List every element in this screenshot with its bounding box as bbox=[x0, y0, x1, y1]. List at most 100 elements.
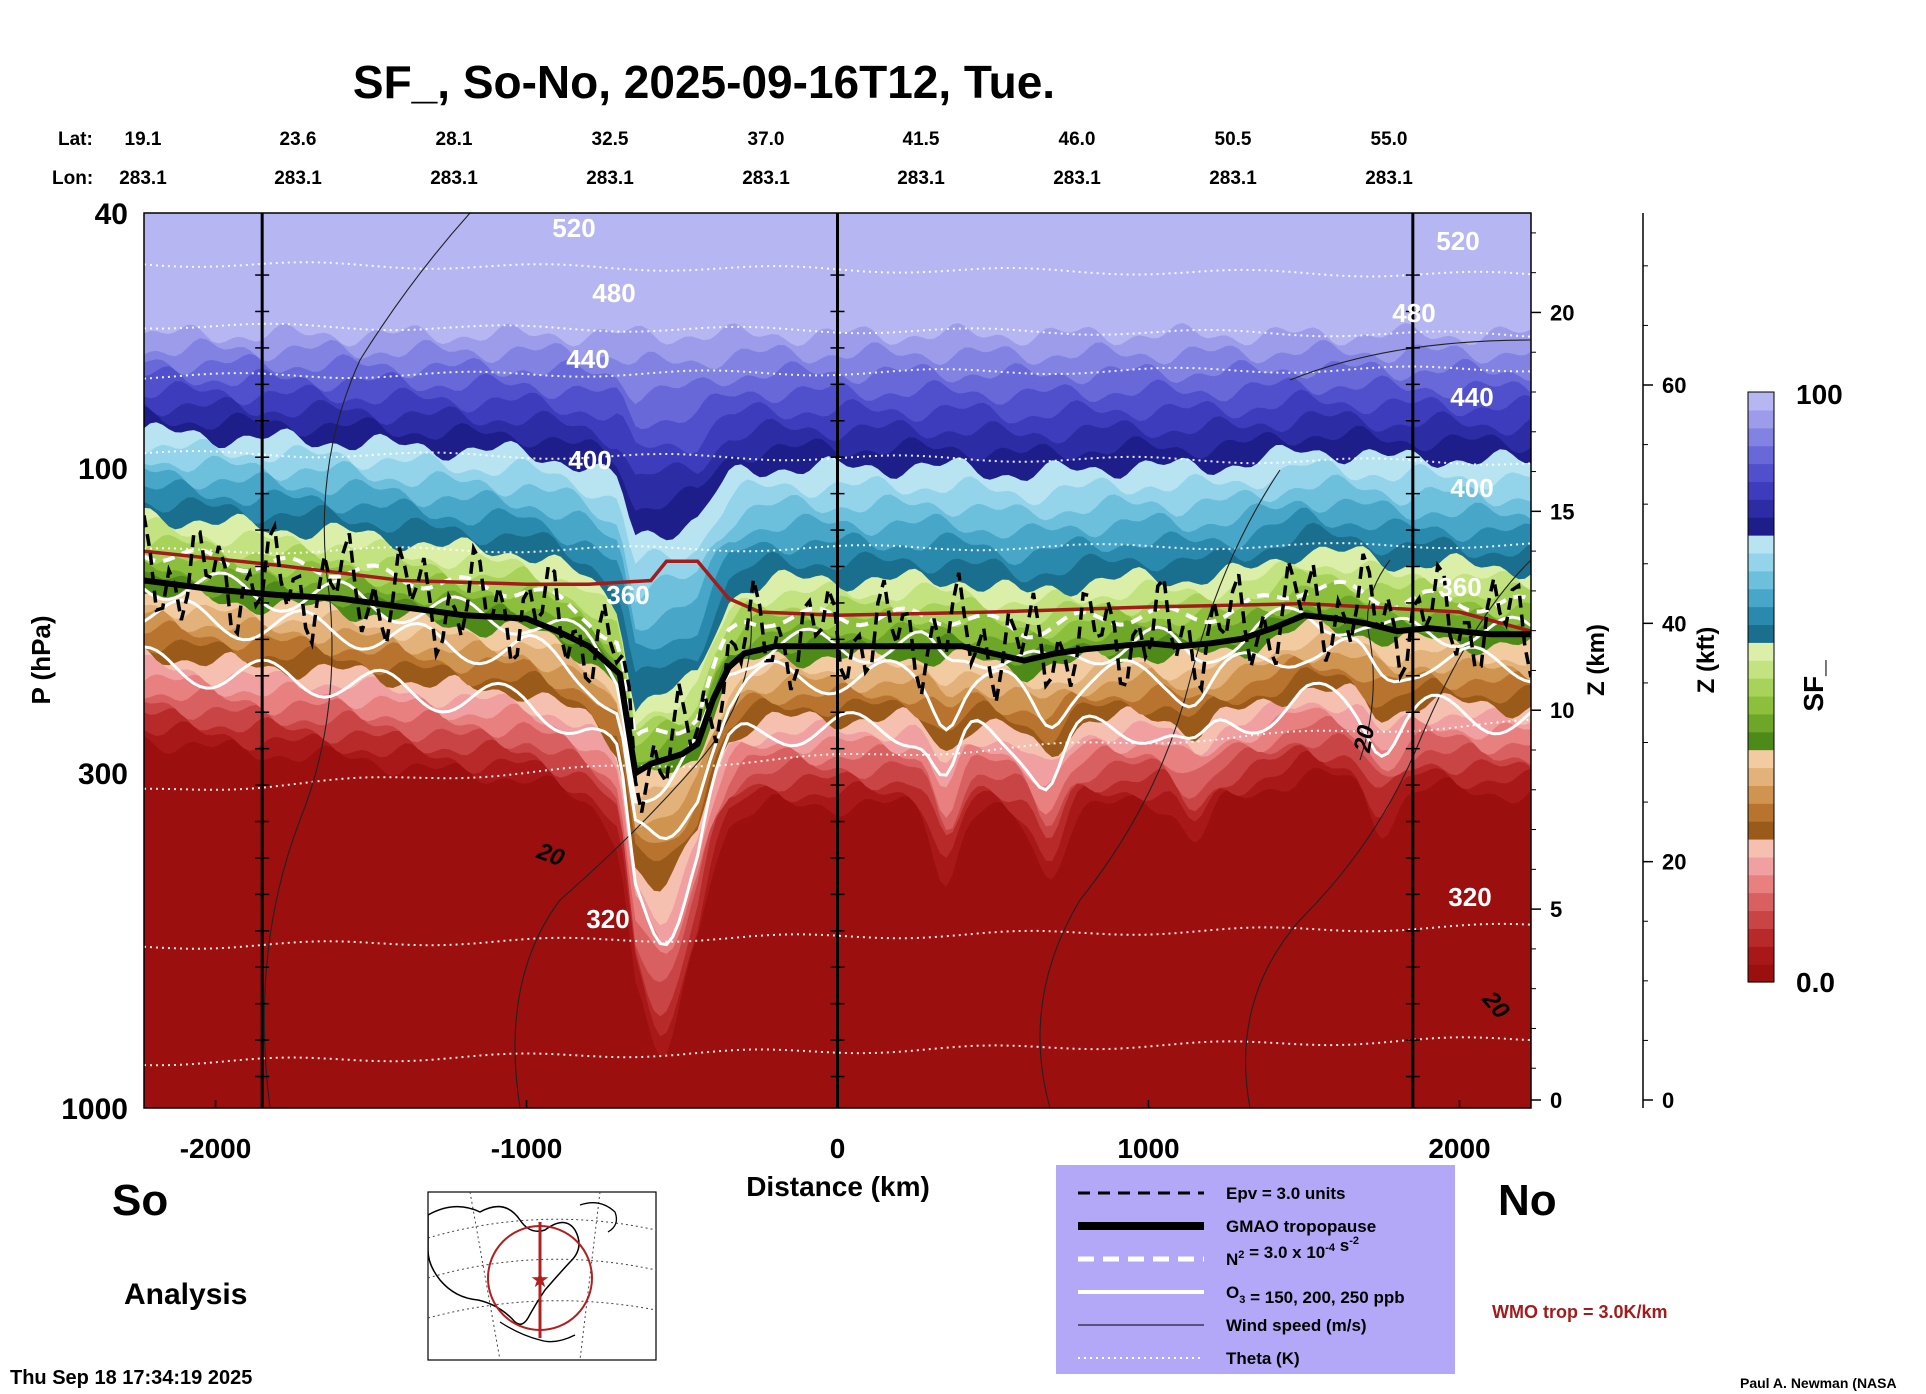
y-axis-label: P (hPa) bbox=[26, 615, 56, 704]
colorbar-swatch bbox=[1748, 838, 1774, 858]
x-tick-label: 0 bbox=[830, 1133, 846, 1164]
chart-title: SF_, So-No, 2025-09-16T12, Tue. bbox=[353, 56, 1055, 108]
x-tick-label: -1000 bbox=[491, 1133, 563, 1164]
colorbar-frame bbox=[1747, 391, 1775, 983]
zkft-tick-label: 0 bbox=[1662, 1088, 1674, 1113]
colorbar-swatch bbox=[1748, 678, 1774, 697]
legend-item: GMAO tropopause bbox=[1078, 1217, 1376, 1236]
north-label: No bbox=[1498, 1176, 1557, 1225]
colorbar-swatch bbox=[1748, 499, 1774, 518]
zkm-tick-label: 0 bbox=[1550, 1088, 1562, 1113]
legend-label: GMAO tropopause bbox=[1226, 1217, 1376, 1236]
legend-label: Epv = 3.0 units bbox=[1226, 1184, 1346, 1203]
lat-value: 41.5 bbox=[903, 129, 940, 150]
continent-outline-icon bbox=[428, 1205, 580, 1325]
theta-label: 320 bbox=[586, 904, 629, 934]
theta-label: 400 bbox=[568, 445, 611, 475]
colorbar-swatch bbox=[1748, 642, 1774, 661]
zkft-tick-label: 20 bbox=[1662, 850, 1686, 875]
gmao-tropopause-line bbox=[144, 577, 1531, 779]
legend-label: N2 = 3.0 x 10-4 s-2 bbox=[1226, 1235, 1359, 1269]
lon-value: 283.1 bbox=[430, 168, 478, 189]
colorbar-swatch bbox=[1748, 892, 1774, 912]
y-tick-label: 40 bbox=[95, 198, 128, 231]
wind-line bbox=[263, 213, 471, 1108]
credit: Paul A. Newman (NASA bbox=[1740, 1375, 1897, 1391]
colorbar-swatch bbox=[1748, 445, 1774, 465]
vertical-line-ticks bbox=[255, 274, 1420, 1078]
lat-value: 37.0 bbox=[748, 129, 785, 150]
colorbar-swatch bbox=[1748, 588, 1774, 608]
theta-label: 440 bbox=[1450, 382, 1493, 412]
y-tick-label: 100 bbox=[78, 453, 128, 486]
theta-label: 320 bbox=[1448, 882, 1491, 912]
colorbar-swatch bbox=[1748, 713, 1774, 733]
legend-item: Theta (K) bbox=[1078, 1349, 1300, 1368]
colorbar-swatch bbox=[1748, 803, 1774, 822]
colorbar-swatch bbox=[1748, 463, 1774, 482]
wind-label: 20 bbox=[1349, 723, 1381, 756]
lat-value: 50.5 bbox=[1215, 129, 1252, 150]
colorbar-swatch bbox=[1748, 552, 1774, 572]
top-axis-labels: Lat: Lon: 19.1 23.6 28.1 32.5 37.0 41.5 46.0 50… bbox=[52, 129, 1413, 189]
colorbar-swatch bbox=[1748, 731, 1774, 751]
lat-label: Lat: bbox=[58, 129, 93, 150]
colorbar-swatch bbox=[1748, 606, 1774, 626]
lon-value: 283.1 bbox=[742, 168, 790, 189]
colorbar-swatch bbox=[1748, 570, 1774, 590]
wmo-trop-line bbox=[144, 549, 1531, 633]
colorbar-swatch bbox=[1748, 517, 1774, 536]
legend-item: Epv = 3.0 units bbox=[1078, 1184, 1346, 1203]
lat-value: 28.1 bbox=[436, 129, 473, 150]
legend-label: Wind speed (m/s) bbox=[1226, 1316, 1367, 1335]
theta-label: 360 bbox=[606, 580, 649, 610]
theta-label: 480 bbox=[592, 278, 635, 308]
zkm-tick-label: 5 bbox=[1550, 897, 1562, 922]
lat-value: 32.5 bbox=[592, 129, 629, 150]
x-tick-label: 1000 bbox=[1117, 1133, 1179, 1164]
colorbar: 100 0.0 SF_ bbox=[1747, 379, 1843, 998]
zkft-axis-label: Z (kft) bbox=[1693, 627, 1720, 694]
n2-line bbox=[144, 547, 1531, 740]
colorbar-swatch bbox=[1748, 660, 1774, 679]
colorbar-swatch bbox=[1748, 785, 1774, 804]
wind-line bbox=[1359, 559, 1391, 761]
y-tick-label: 1000 bbox=[61, 1093, 128, 1126]
colorbar-swatch bbox=[1748, 821, 1774, 840]
colorbar-swatch bbox=[1748, 749, 1774, 769]
colorbar-swatch bbox=[1748, 695, 1774, 715]
zkm-tick-label: 15 bbox=[1550, 499, 1574, 524]
legend-label: O3 = 150, 200, 250 ppb bbox=[1226, 1283, 1405, 1307]
colorbar-swatch bbox=[1748, 535, 1774, 554]
lon-value: 283.1 bbox=[1209, 168, 1257, 189]
zkft-tick-label: 60 bbox=[1662, 373, 1686, 398]
theta-line bbox=[144, 718, 1531, 791]
lon-value: 283.1 bbox=[1053, 168, 1101, 189]
wmo-label: WMO trop = 3.0K/km bbox=[1492, 1302, 1668, 1322]
theta-label: 400 bbox=[1450, 473, 1493, 503]
lat-value: 55.0 bbox=[1371, 129, 1408, 150]
colorbar-max-label: 100 bbox=[1796, 379, 1843, 410]
theta-label: 520 bbox=[552, 213, 595, 243]
colorbar-swatch bbox=[1748, 856, 1774, 876]
x-tick-label: 2000 bbox=[1428, 1133, 1490, 1164]
x-tick-label: -2000 bbox=[180, 1133, 252, 1164]
zkm-tick-label: 20 bbox=[1550, 300, 1574, 325]
lon-value: 283.1 bbox=[1365, 168, 1413, 189]
x-axis-label: Distance (km) bbox=[746, 1171, 930, 1202]
colorbar-swatch bbox=[1748, 928, 1774, 947]
colorbar-swatch bbox=[1748, 481, 1774, 500]
legend-label: Theta (K) bbox=[1226, 1349, 1300, 1368]
legend-item: O3 = 150, 200, 250 ppb bbox=[1078, 1283, 1405, 1307]
locator-map: ★ bbox=[427, 1191, 657, 1361]
zkm-axis-label: Z (km) bbox=[1583, 624, 1610, 696]
theta-label: 440 bbox=[566, 344, 609, 374]
lon-value: 283.1 bbox=[586, 168, 634, 189]
legend-item: N2 = 3.0 x 10-4 s-2 bbox=[1078, 1235, 1359, 1269]
colorbar-swatch bbox=[1748, 946, 1774, 965]
colorbar-swatch bbox=[1748, 767, 1774, 786]
legend-background bbox=[1056, 1165, 1455, 1374]
y-tick-label: 300 bbox=[78, 758, 128, 791]
lat-value: 19.1 bbox=[125, 129, 162, 150]
